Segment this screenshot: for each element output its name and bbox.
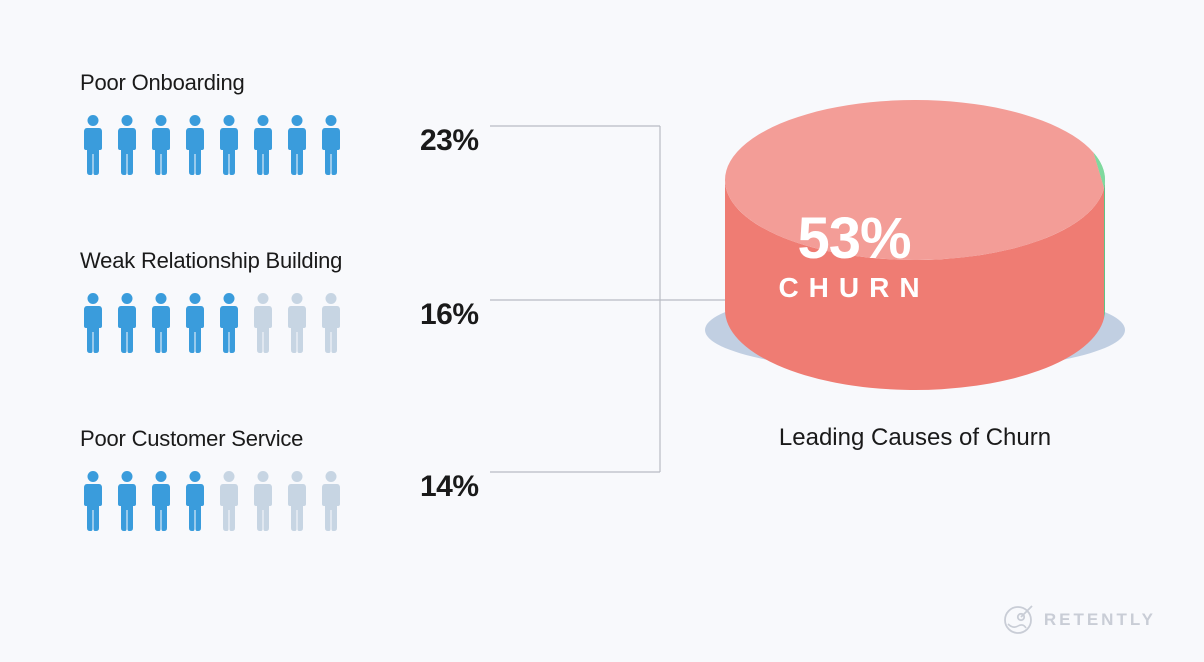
cause-label: Poor Onboarding <box>80 70 400 96</box>
people-row <box>80 292 400 354</box>
person-icon <box>182 292 208 354</box>
infographic-container: Poor Onboarding Weak Relationship Buildi… <box>0 0 1204 662</box>
cause-percent: 14% <box>420 472 479 502</box>
person-icon <box>250 470 276 532</box>
person-icon <box>284 470 310 532</box>
person-icon <box>114 292 140 354</box>
person-icon <box>318 470 344 532</box>
cause-percent: 16% <box>420 300 479 330</box>
person-icon <box>182 470 208 532</box>
person-icon <box>80 114 106 176</box>
people-row <box>80 470 400 532</box>
cause-item: Weak Relationship Building <box>80 248 400 354</box>
person-icon <box>318 114 344 176</box>
person-icon <box>216 470 242 532</box>
cause-label: Poor Customer Service <box>80 426 400 452</box>
person-icon <box>284 292 310 354</box>
person-icon <box>114 470 140 532</box>
cause-item: Poor Onboarding <box>80 70 400 176</box>
person-icon <box>80 292 106 354</box>
person-icon <box>148 292 174 354</box>
brand-name: RETENTLY <box>1044 610 1156 630</box>
person-icon <box>284 114 310 176</box>
person-icon <box>148 470 174 532</box>
pie-center-label: CHURN <box>754 272 954 304</box>
person-icon <box>114 114 140 176</box>
pie-center-percent: 53% <box>754 210 954 268</box>
cause-item: Poor Customer Service <box>80 426 400 532</box>
person-icon <box>216 114 242 176</box>
person-icon <box>182 114 208 176</box>
pie-area: 53% CHURN Leading Causes of Churn <box>690 70 1140 452</box>
cause-label: Weak Relationship Building <box>80 248 400 274</box>
pie-chart: 53% CHURN <box>700 70 1130 400</box>
brand-mark: RETENTLY <box>1002 604 1156 636</box>
person-icon <box>318 292 344 354</box>
person-icon <box>250 114 276 176</box>
causes-list: Poor Onboarding Weak Relationship Buildi… <box>80 70 400 604</box>
person-icon <box>80 470 106 532</box>
cause-percent: 23% <box>420 126 479 156</box>
person-icon <box>250 292 276 354</box>
person-icon <box>148 114 174 176</box>
person-icon <box>216 292 242 354</box>
pie-caption: Leading Causes of Churn <box>690 424 1140 452</box>
people-row <box>80 114 400 176</box>
pie-center-text: 53% CHURN <box>754 210 954 304</box>
brand-icon <box>1002 604 1034 636</box>
